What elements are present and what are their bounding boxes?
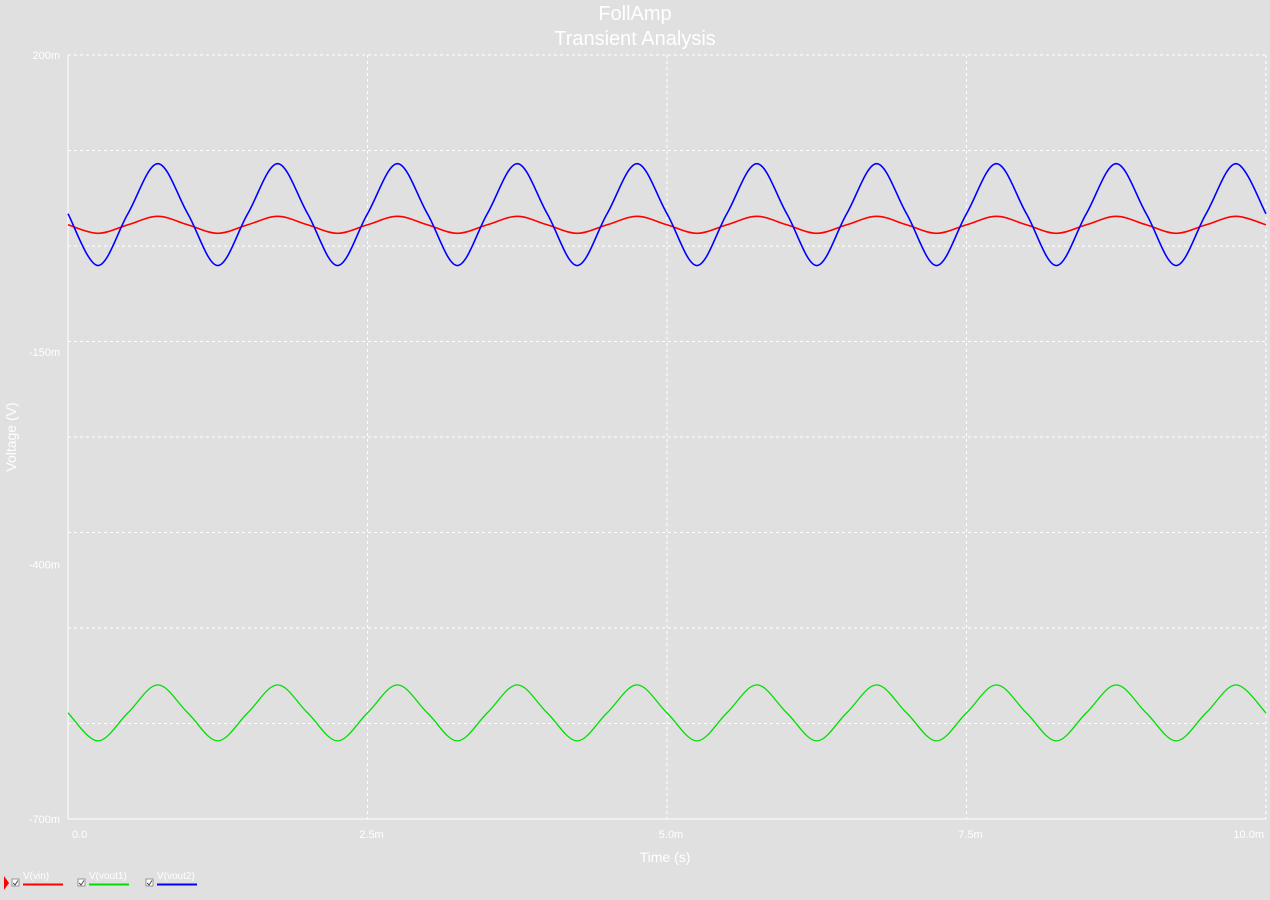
x-tick-label: 7.5m [958, 829, 982, 841]
legend-checkbox[interactable] [11, 878, 20, 887]
legend-label: V(vout1) [89, 871, 127, 882]
chart-title: FollAmp [598, 3, 671, 25]
x-tick-label: 2.5m [359, 829, 383, 841]
x-tick-label: 0.0 [72, 829, 87, 841]
legend-selected-marker-icon [4, 876, 9, 890]
legend-check-icon [146, 880, 153, 886]
legend-label: V(vin) [23, 871, 49, 882]
x-axis-label: Time (s) [640, 849, 691, 865]
x-tick-label: 5.0m [659, 829, 683, 841]
chart-subtitle: Transient Analysis [554, 28, 716, 50]
y-tick-label: 200m [32, 50, 60, 62]
series-line-2 [67, 684, 1267, 742]
legend-checkbox[interactable] [145, 878, 154, 887]
legend-check-icon [12, 880, 19, 886]
series-line-1 [67, 215, 1267, 235]
y-tick-label: -400m [29, 559, 60, 571]
series-lines [67, 162, 1267, 742]
x-tick-label: 10.0m [1233, 829, 1264, 841]
x-tick-labels: 0.0 2.5m 5.0m 7.5m 10.0m [72, 829, 1264, 841]
y-tick-labels: 200m -150m -400m -700m [29, 50, 60, 826]
series-line-3 [67, 162, 1267, 267]
y-tick-label: -700m [29, 814, 60, 826]
y-tick-label: -150m [29, 347, 60, 359]
y-axis-label: Voltage (V) [3, 402, 19, 471]
legend-label: V(vout2) [157, 871, 195, 882]
legend-check-icon [78, 880, 85, 886]
legend-checkbox[interactable] [77, 878, 86, 887]
legend: V(vin) V(vout1) V(vout2) [4, 871, 197, 890]
